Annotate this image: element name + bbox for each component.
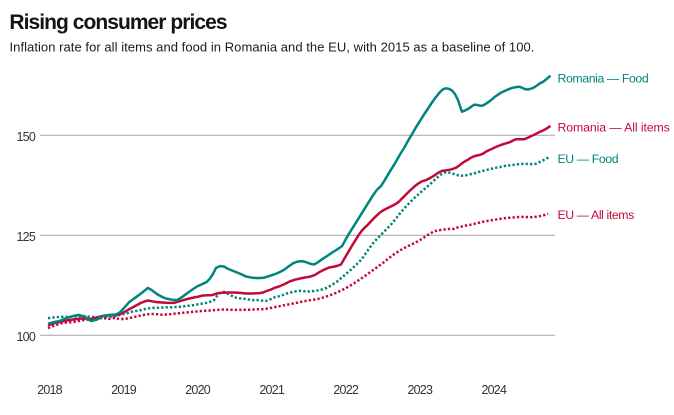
svg-text:EU — Food: EU — Food	[558, 152, 619, 166]
svg-text:2020: 2020	[185, 383, 210, 397]
svg-text:2018: 2018	[37, 383, 62, 397]
svg-text:2019: 2019	[111, 383, 136, 397]
svg-text:EU — All items: EU — All items	[558, 208, 635, 222]
svg-text:150: 150	[17, 130, 36, 144]
svg-text:Rising consumer prices: Rising consumer prices	[9, 11, 226, 34]
svg-text:Romania — All items: Romania — All items	[558, 121, 670, 135]
svg-text:125: 125	[17, 230, 36, 244]
svg-text:2021: 2021	[259, 383, 284, 397]
svg-text:2024: 2024	[481, 383, 506, 397]
svg-text:100: 100	[17, 330, 36, 344]
svg-text:Inflation rate for all items a: Inflation rate for all items and food in…	[10, 40, 535, 55]
svg-text:2023: 2023	[407, 383, 432, 397]
svg-text:2022: 2022	[333, 383, 358, 397]
svg-text:Romania — Food: Romania — Food	[558, 72, 649, 86]
